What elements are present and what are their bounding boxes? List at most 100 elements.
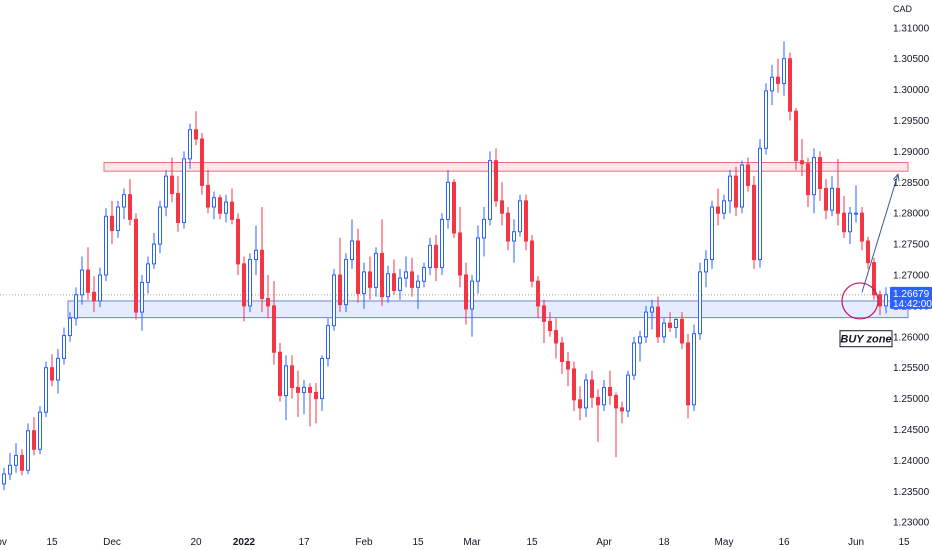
candle-body bbox=[110, 215, 114, 232]
candle-body bbox=[260, 249, 264, 299]
candle-body bbox=[176, 192, 180, 223]
candle-body bbox=[512, 231, 516, 242]
candle-body bbox=[2, 473, 6, 485]
candle-body bbox=[716, 206, 720, 214]
candle-body bbox=[812, 157, 816, 196]
candle-body bbox=[776, 76, 780, 84]
candle-body bbox=[458, 232, 462, 276]
annotation-layer: BUY zone bbox=[839, 173, 900, 348]
candle-body bbox=[584, 379, 588, 409]
candle-body bbox=[362, 271, 366, 295]
candle-body bbox=[692, 333, 696, 406]
candle-body bbox=[650, 306, 654, 313]
x-tick-label: 20 bbox=[190, 537, 202, 548]
candle-body bbox=[614, 395, 618, 409]
candle-body bbox=[368, 271, 372, 288]
candle-body bbox=[374, 252, 378, 288]
candle-body bbox=[608, 386, 612, 397]
candle-body bbox=[818, 157, 822, 189]
candle-body bbox=[578, 399, 582, 409]
y-tick-label: 1.27000 bbox=[893, 271, 930, 282]
candle-body bbox=[746, 164, 750, 186]
candle-body bbox=[440, 218, 444, 269]
candle-body bbox=[272, 305, 276, 353]
candle-body bbox=[722, 200, 726, 214]
candle-body bbox=[284, 365, 288, 397]
candle-body bbox=[872, 262, 876, 296]
candle-body bbox=[488, 160, 492, 220]
candle-body bbox=[128, 194, 132, 220]
x-tick-label: 2022 bbox=[233, 537, 256, 548]
candle-body bbox=[140, 281, 144, 313]
candle-body bbox=[20, 454, 24, 471]
candle-body bbox=[824, 187, 828, 211]
candle-body bbox=[680, 318, 684, 344]
candle-body bbox=[710, 206, 714, 261]
candle-body bbox=[254, 249, 258, 261]
candle-body bbox=[842, 212, 846, 233]
candle-body bbox=[50, 367, 54, 381]
y-tick-label: 1.30500 bbox=[893, 54, 930, 65]
y-tick-label: 1.30000 bbox=[893, 85, 930, 96]
candle-body bbox=[800, 160, 804, 165]
candle-body bbox=[416, 280, 420, 288]
candle-body bbox=[764, 90, 768, 149]
buy-zone-label: BUY zone bbox=[840, 334, 891, 346]
candle-body bbox=[314, 391, 318, 400]
buy-zone-circle bbox=[841, 282, 879, 320]
candle-body bbox=[14, 454, 18, 466]
candle-body bbox=[548, 320, 552, 332]
candle-body bbox=[518, 200, 522, 233]
candle-body bbox=[158, 206, 162, 245]
y-tick-label: 1.23500 bbox=[893, 487, 930, 498]
candles-layer bbox=[2, 41, 888, 491]
candle-body bbox=[620, 407, 624, 412]
candle-body bbox=[740, 164, 744, 208]
x-tick-label: 15 bbox=[46, 537, 58, 548]
candle-body bbox=[56, 357, 60, 381]
candle-body bbox=[626, 374, 630, 412]
support-zone bbox=[67, 300, 909, 319]
candle-body bbox=[434, 244, 438, 269]
candle-body bbox=[278, 351, 282, 397]
y-tick-label: 1.29000 bbox=[893, 147, 930, 158]
candle-body bbox=[230, 201, 234, 220]
x-tick-label: Nov bbox=[0, 537, 7, 548]
countdown-value: 14:42:00 bbox=[893, 299, 932, 310]
candle-body bbox=[86, 269, 90, 293]
candle-body bbox=[188, 129, 192, 160]
candle-body bbox=[170, 175, 174, 194]
candle-body bbox=[572, 368, 576, 401]
candle-body bbox=[560, 342, 564, 363]
candle-body bbox=[290, 365, 294, 388]
candle-body bbox=[224, 201, 228, 214]
y-tick-label: 1.28500 bbox=[893, 178, 930, 189]
candle-body bbox=[350, 240, 354, 261]
candle-body bbox=[392, 273, 396, 291]
candle-body bbox=[74, 294, 78, 319]
candle-body bbox=[758, 147, 762, 261]
buy-label-box bbox=[839, 330, 893, 348]
x-tick-label: 16 bbox=[778, 537, 790, 548]
candle-body bbox=[296, 386, 300, 393]
candle-body bbox=[104, 215, 108, 276]
candle-body bbox=[194, 129, 198, 140]
y-tick-label: 1.31000 bbox=[893, 23, 930, 34]
candle-body bbox=[356, 240, 360, 295]
candle-body bbox=[632, 342, 636, 376]
candle-body bbox=[44, 367, 48, 413]
candle-body bbox=[182, 158, 186, 223]
candle-body bbox=[590, 379, 594, 398]
currency-label: CAD bbox=[893, 4, 913, 14]
y-tick-label: 1.24500 bbox=[893, 425, 930, 436]
candle-body bbox=[404, 271, 408, 279]
candle-body bbox=[662, 322, 666, 338]
candle-body bbox=[782, 58, 786, 84]
candle-body bbox=[332, 274, 336, 327]
candle-body bbox=[248, 259, 252, 307]
axis-layer: CAD 1.31000 1.30500 1.30000 1.29500 1.29000 1… bbox=[0, 4, 932, 548]
candle-body bbox=[638, 336, 642, 344]
x-tick-label: Apr bbox=[596, 537, 612, 548]
